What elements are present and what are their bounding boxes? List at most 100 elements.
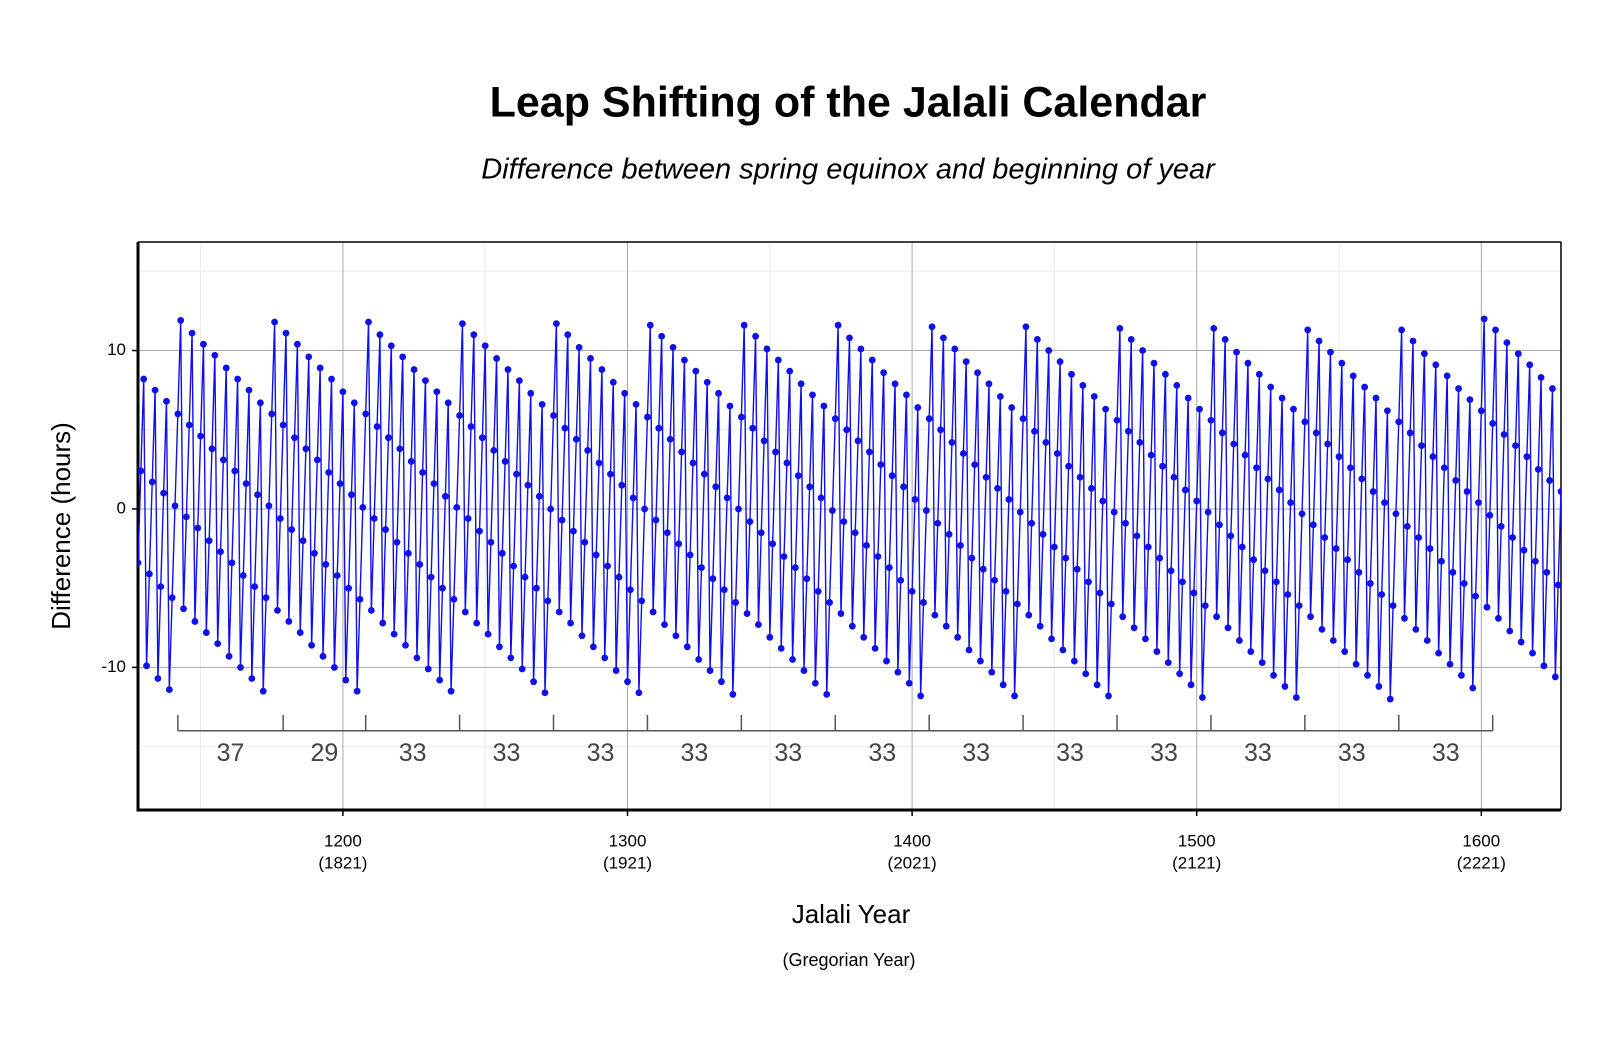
data-point [851, 529, 859, 537]
data-point [760, 437, 768, 445]
data-point [772, 448, 779, 456]
data-point [1164, 659, 1172, 667]
data-point [245, 386, 253, 394]
data-point [527, 389, 535, 397]
data-point [857, 345, 865, 353]
x-axis-sublabel: (Gregorian Year) [782, 950, 915, 970]
data-point [999, 681, 1007, 689]
data-point [618, 481, 626, 489]
data-point [234, 375, 242, 383]
data-point [174, 410, 182, 418]
data-point [1250, 556, 1258, 564]
data-point [1221, 336, 1229, 343]
data-point [928, 323, 936, 331]
x-tick-label: 1400 [893, 831, 931, 850]
data-point [541, 689, 549, 697]
data-point [626, 586, 634, 594]
data-point [510, 562, 518, 570]
data-point [555, 608, 563, 616]
data-point [1503, 339, 1511, 347]
data-point [1218, 429, 1226, 437]
data-point [1167, 567, 1175, 575]
data-point [880, 369, 888, 377]
data-point [709, 575, 717, 583]
data-point [1170, 473, 1178, 481]
data-point [1327, 348, 1334, 356]
data-point [558, 516, 566, 524]
data-point [1159, 462, 1166, 470]
data-point [843, 426, 851, 434]
data-point [404, 549, 412, 557]
data-point [265, 502, 273, 510]
data-point [1273, 578, 1280, 586]
data-point [1446, 660, 1454, 668]
data-point [607, 470, 614, 478]
data-point [683, 643, 691, 651]
data-point [1486, 511, 1494, 519]
data-point [1139, 347, 1147, 354]
data-point [390, 630, 398, 638]
data-point [1085, 578, 1092, 586]
data-point [1423, 637, 1431, 644]
data-point [604, 562, 611, 570]
data-point [1497, 523, 1505, 530]
data-point [646, 321, 654, 329]
data-point [1378, 591, 1386, 598]
data-point [1153, 648, 1161, 655]
y-tick-label: 0 [117, 498, 126, 517]
data-point [959, 450, 967, 457]
data-point [268, 410, 276, 418]
data-point [712, 483, 720, 491]
data-point [1472, 592, 1480, 600]
cycle-length-label: 33 [962, 739, 990, 767]
data-point [1523, 453, 1531, 461]
data-point [1213, 613, 1221, 621]
data-point [1483, 603, 1491, 611]
data-point [1065, 462, 1073, 470]
data-point [1512, 442, 1519, 449]
data-point [700, 470, 708, 478]
data-point [669, 343, 677, 351]
data-point [493, 355, 500, 362]
data-point [1156, 554, 1164, 562]
data-point [726, 402, 734, 410]
data-point [439, 584, 446, 592]
data-point [1406, 429, 1414, 437]
data-point [729, 690, 737, 698]
data-point [763, 345, 771, 353]
data-point [1381, 499, 1388, 507]
data-point [1344, 556, 1351, 564]
data-point [1403, 523, 1411, 530]
data-point [1321, 534, 1329, 541]
data-point [911, 496, 919, 503]
data-point [1298, 510, 1306, 518]
data-point [792, 564, 799, 571]
data-point [1366, 580, 1374, 587]
data-point [1543, 568, 1551, 576]
data-point [871, 644, 879, 652]
data-point [982, 473, 990, 481]
data-point [1364, 671, 1371, 679]
data-point [868, 356, 876, 364]
y-axis-label: Difference (hours) [46, 422, 76, 630]
data-point [1096, 589, 1104, 597]
data-point [1244, 359, 1252, 367]
data-point [1443, 372, 1451, 380]
data-point [1014, 600, 1021, 608]
data-point [350, 399, 358, 407]
data-point [1281, 683, 1289, 690]
data-point [649, 608, 657, 616]
data-point [749, 424, 757, 432]
data-point [624, 678, 631, 686]
data-point [1415, 534, 1423, 541]
data-point [1440, 464, 1448, 472]
data-point [194, 524, 202, 532]
cycle-length-label: 33 [868, 739, 896, 767]
data-point [1053, 450, 1061, 457]
data-point [487, 538, 495, 546]
data-point [769, 540, 777, 548]
data-point [1116, 324, 1124, 332]
data-point [1090, 393, 1098, 400]
data-point [1270, 671, 1277, 679]
